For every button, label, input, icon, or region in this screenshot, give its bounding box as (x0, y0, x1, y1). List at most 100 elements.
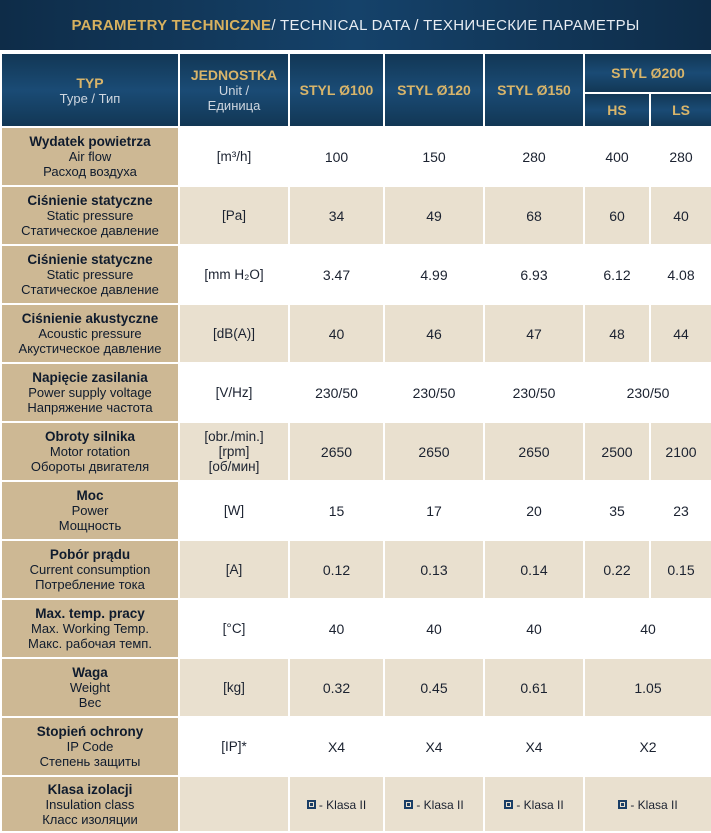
row-static-pressure-pa: Ciśnienie statyczne Static pressure Статич… (0, 185, 711, 246)
unit-cell: [°C] (178, 598, 290, 659)
spec-table: TYP Type / Тип JEDNOSTKA Unit / Единица STY… (0, 52, 711, 833)
row-supply-voltage: Napięcie zasilania Power supply voltage На… (0, 362, 711, 423)
class-ii-square-icon (404, 800, 414, 809)
row-label: Ciśnienie statyczne Static pressure Статич… (0, 185, 180, 246)
value-cell: - Klasa II (383, 775, 485, 833)
header-styl-150: STYL Ø150 (483, 52, 585, 128)
value-cell: X4 (288, 716, 385, 777)
value-cell: 68 (483, 185, 585, 246)
value-cell: 100 (288, 126, 385, 187)
class-ii-square-icon (504, 800, 514, 809)
value-cell: 6.12 (583, 244, 651, 305)
row-acoustic-pressure: Ciśnienie akustyczne Acoustic pressure Аку… (0, 303, 711, 364)
unit-cell: [IP]* (178, 716, 290, 777)
value-cell: 40 (383, 598, 485, 659)
unit-cell: [dB(A)] (178, 303, 290, 364)
value-cell: 60 (583, 185, 651, 246)
header-type: TYP Type / Тип (0, 52, 180, 128)
value-cell: 49 (383, 185, 485, 246)
value-cell: 0.61 (483, 657, 585, 718)
value-cell: 1.05 (582, 657, 711, 718)
unit-cell: [W] (178, 480, 290, 541)
row-label: Klasa izolacji Insulation class Класс изол… (0, 775, 180, 833)
value-cell: X4 (483, 716, 585, 777)
unit-cell: [m³/h] (178, 126, 290, 187)
unit-cell (178, 775, 290, 833)
row-air-flow: Wydatek powietrza Air flow Расход воздуха … (0, 126, 711, 187)
unit-cell: [obr./min.] [rpm] [об/мин] (178, 421, 290, 482)
value-cell: 0.22 (583, 539, 651, 600)
row-label: Napięcie zasilania Power supply voltage На… (0, 362, 180, 423)
row-motor-rotation: Obroty silnika Motor rotation Обороты двиг… (0, 421, 711, 482)
row-max-working-temp: Max. temp. pracy Max. Working Temp. Макс. … (0, 598, 711, 659)
title-polish: PARAMETRY TECHNICZNE (71, 16, 272, 34)
row-label: Waga Weight Вес (0, 657, 180, 718)
value-cell: 44 (648, 303, 711, 364)
value-cell: 35 (583, 480, 651, 541)
header-unit: JEDNOSTKA Unit / Единица (178, 52, 290, 128)
value-cell: 47 (483, 303, 585, 364)
title-rest: / TECHNICAL DATA / ТЕХНИЧЕСКИЕ ПАРАМЕТРЫ (271, 16, 640, 34)
value-cell: 40 (288, 303, 385, 364)
value-cell: - Klasa II (483, 775, 585, 833)
value-cell: 40 (288, 598, 385, 659)
value-cell: 280 (483, 126, 585, 187)
value-cell: 15 (288, 480, 385, 541)
value-cell: 230/50 (483, 362, 585, 423)
value-cell: 0.45 (383, 657, 485, 718)
value-cell: 4.08 (648, 244, 711, 305)
row-static-pressure-mmh2o: Ciśnienie statyczne Static pressure Статич… (0, 244, 711, 305)
row-label: Wydatek powietrza Air flow Расход воздуха (0, 126, 180, 187)
value-cell: 40 (582, 598, 711, 659)
unit-cell: [kg] (178, 657, 290, 718)
value-cell: 2650 (483, 421, 585, 482)
value-cell: 4.99 (383, 244, 485, 305)
header-hs: HS (583, 92, 651, 128)
unit-cell: [V/Hz] (178, 362, 290, 423)
page-title: PARAMETRY TECHNICZNE / TECHNICAL DATA / … (0, 0, 711, 52)
row-label: Obroty silnika Motor rotation Обороты двиг… (0, 421, 180, 482)
header-styl-200: STYL Ø200 (582, 52, 711, 94)
unit-cell: [A] (178, 539, 290, 600)
unit-cell: [Pa] (178, 185, 290, 246)
value-cell: 2650 (288, 421, 385, 482)
value-cell: 400 (583, 126, 651, 187)
row-label: Max. temp. pracy Max. Working Temp. Макс. … (0, 598, 180, 659)
header-styl-120: STYL Ø120 (383, 52, 485, 128)
value-cell: 150 (383, 126, 485, 187)
row-power: Moc Power Мощность [W] 15 17 20 35 23 (0, 480, 711, 541)
value-cell: 230/50 (288, 362, 385, 423)
value-cell: 34 (288, 185, 385, 246)
value-cell: 48 (583, 303, 651, 364)
row-label: Ciśnienie akustyczne Acoustic pressure Аку… (0, 303, 180, 364)
value-cell: 3.47 (288, 244, 385, 305)
value-cell: X4 (383, 716, 485, 777)
value-cell: 20 (483, 480, 585, 541)
header-ls: LS (648, 92, 711, 128)
value-cell: 6.93 (483, 244, 585, 305)
value-cell: 0.15 (648, 539, 711, 600)
row-label: Stopień ochrony IP Code Степень защиты (0, 716, 180, 777)
value-cell: 230/50 (582, 362, 711, 423)
value-cell: 2100 (648, 421, 711, 482)
value-cell: 40 (648, 185, 711, 246)
unit-cell: [mm H₂O] (178, 244, 290, 305)
class-ii-square-icon (306, 800, 316, 809)
value-cell: 0.12 (288, 539, 385, 600)
value-cell: 230/50 (383, 362, 485, 423)
value-cell: - Klasa II (582, 775, 711, 833)
value-cell: 0.13 (383, 539, 485, 600)
value-cell: 2650 (383, 421, 485, 482)
class-ii-square-icon (618, 800, 628, 809)
header-styl-100: STYL Ø100 (288, 52, 385, 128)
value-cell: 40 (483, 598, 585, 659)
value-cell: X2 (582, 716, 711, 777)
row-ip-code: Stopień ochrony IP Code Степень защиты [IP… (0, 716, 711, 777)
value-cell: - Klasa II (288, 775, 385, 833)
row-current-consumption: Pobór prądu Current consumption Потреблени… (0, 539, 711, 600)
row-insulation-class: Klasa izolacji Insulation class Класс изол… (0, 775, 711, 833)
row-label: Moc Power Мощность (0, 480, 180, 541)
value-cell: 280 (648, 126, 711, 187)
value-cell: 0.14 (483, 539, 585, 600)
